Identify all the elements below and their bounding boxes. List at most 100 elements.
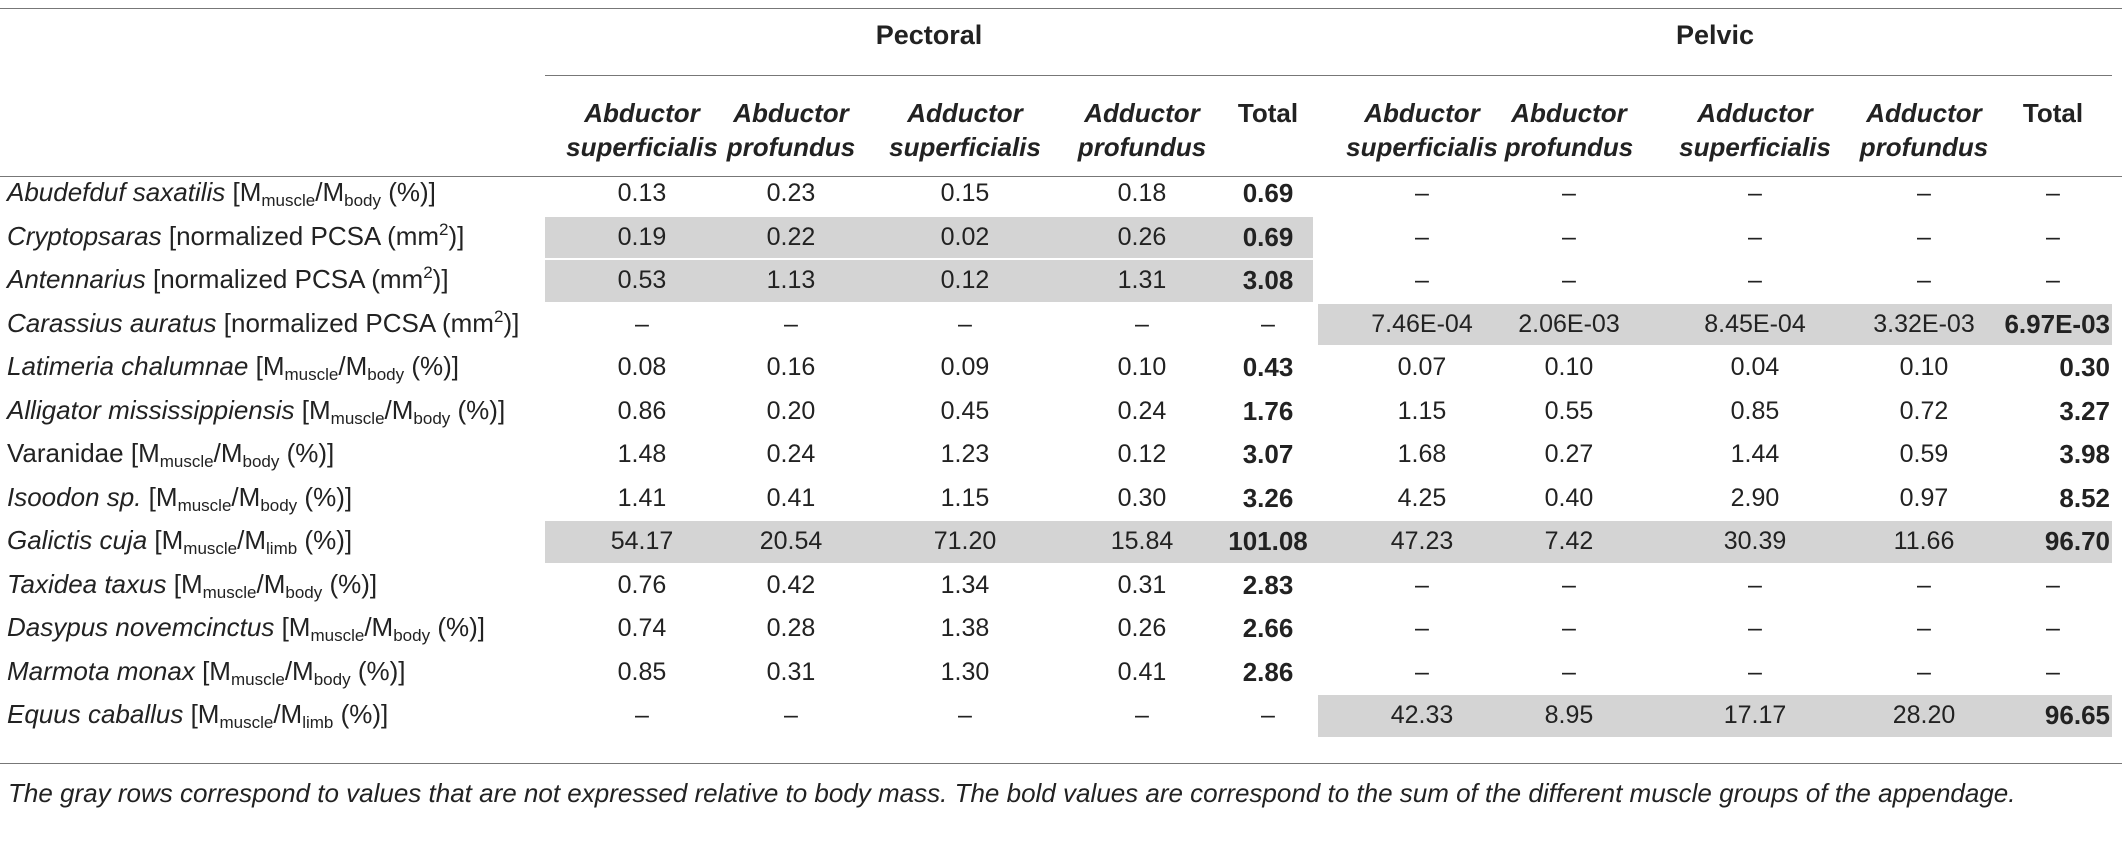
species-name: Alligator mississippiensis xyxy=(7,394,295,425)
unit-subscript: limb xyxy=(302,713,334,732)
table-cell: – xyxy=(958,309,972,338)
table-rule xyxy=(0,8,2122,9)
unit-subscript: body xyxy=(393,626,431,645)
column-header-line: Abductor xyxy=(584,98,700,128)
total-cell: 2.86 xyxy=(1242,656,1294,687)
unit-text: )] xyxy=(503,307,520,338)
table-cell: 0.26 xyxy=(1117,614,1167,642)
table-cell: 0.12 xyxy=(940,266,990,294)
unit-text: (%)] xyxy=(322,568,378,599)
unit-text: [M xyxy=(301,394,331,425)
total-cell: 0.69 xyxy=(1242,221,1294,252)
row-label: Cryptopsaras [normalized PCSA (mm2)] xyxy=(7,221,464,251)
table-cell: 1.30 xyxy=(940,657,990,686)
total-cell: 2.83 xyxy=(1242,569,1294,600)
table-cell: 0.18 xyxy=(1117,179,1167,207)
taxon-name: Varanidae xyxy=(7,438,124,468)
species-name: Latimeria chalumnae xyxy=(7,351,249,381)
unit-subscript: body xyxy=(242,452,280,471)
unit-subscript: body xyxy=(313,669,351,689)
table-cell: 0.42 xyxy=(766,570,816,599)
table-cell: 0.23 xyxy=(766,179,816,207)
unit-text: /M xyxy=(256,568,286,599)
column-header-line: profundus xyxy=(1504,132,1634,162)
unit-subscript: muscle xyxy=(183,539,238,558)
table-cell: 0.59 xyxy=(1899,440,1949,468)
unit-text: (%)] xyxy=(297,525,353,555)
table-cell: – xyxy=(2046,179,2060,207)
row-label: Antennarius [normalized PCSA (mm2)] xyxy=(7,264,449,294)
unit-subscript: body xyxy=(344,191,381,210)
table-cell: – xyxy=(1917,570,1931,599)
row-label: Latimeria chalumnae [Mmuscle/Mbody (%)] xyxy=(7,351,459,384)
table-cell: 2.90 xyxy=(1730,483,1780,512)
table-cell: – xyxy=(1415,222,1429,251)
table-cell: – xyxy=(1917,657,1931,686)
row-label: Carassius auratus [normalized PCSA (mm2)… xyxy=(7,308,519,338)
table-cell: 1.23 xyxy=(940,440,990,468)
table-cell: – xyxy=(1415,657,1429,686)
total-cell: 8.52 xyxy=(2059,482,2110,513)
total-cell: 6.97E-03 xyxy=(2004,308,2110,339)
table-cell: 0.10 xyxy=(1544,353,1594,381)
table-cell: 30.39 xyxy=(1723,527,1787,555)
table-cell: 1.68 xyxy=(1397,440,1447,468)
row-label: Varanidae [Mmuscle/Mbody (%)] xyxy=(7,438,334,471)
unit-text: (%)] xyxy=(350,655,406,686)
species-name: Galictis cuja xyxy=(7,525,148,555)
column-header-line: Total xyxy=(1237,98,1299,128)
table-cell: 0.16 xyxy=(766,353,816,381)
table-cell: – xyxy=(1748,657,1762,686)
table-cell: 15.84 xyxy=(1110,527,1174,555)
total-cell: 3.98 xyxy=(2059,439,2110,469)
column-header-line: profundus xyxy=(726,132,856,162)
species-name: Carassius auratus xyxy=(7,307,217,338)
species-name: Abudefduf saxatilis xyxy=(7,177,226,207)
table-cell: 1.31 xyxy=(1117,266,1167,294)
table-cell: – xyxy=(1261,309,1275,338)
table-cell: 0.31 xyxy=(766,657,816,686)
column-header-line: Adductor xyxy=(907,98,1023,128)
species-name: Equus caballus xyxy=(7,699,184,729)
row-label: Marmota monax [Mmuscle/Mbody (%)] xyxy=(7,655,406,689)
column-group-header: Pectoral xyxy=(875,20,983,50)
unit-subscript: body xyxy=(367,365,405,384)
column-header-line: Abductor xyxy=(1364,98,1480,128)
row-label: Alligator mississippiensis [Mmuscle/Mbod… xyxy=(7,394,506,427)
unit-superscript: 2 xyxy=(439,219,449,239)
column-header: Adductor superficialis xyxy=(1660,96,1850,164)
total-cell: 96.65 xyxy=(2044,700,2110,730)
row-label: Galictis cuja [Mmuscle/Mlimb (%)] xyxy=(7,525,353,558)
table-cell: 0.08 xyxy=(617,353,667,381)
table-cell: 1.13 xyxy=(766,266,816,294)
table-cell: 0.45 xyxy=(940,396,990,425)
total-cell: 0.69 xyxy=(1242,178,1294,208)
table-cell: 1.41 xyxy=(617,483,667,512)
column-group-header: Pelvic xyxy=(1675,20,1755,50)
table-cell: 0.22 xyxy=(766,222,816,251)
unit-text: /M xyxy=(384,394,414,425)
table-cell: 28.20 xyxy=(1892,701,1956,729)
table-cell: 0.13 xyxy=(617,179,667,207)
table-cell: 0.20 xyxy=(766,396,816,425)
unit-subscript: body xyxy=(260,495,298,515)
table-cell: 1.34 xyxy=(940,570,990,599)
total-cell: 3.26 xyxy=(1242,482,1294,513)
species-name: Dasypus novemcinctus xyxy=(7,612,275,642)
total-cell: 2.66 xyxy=(1242,613,1294,643)
unit-text: /M xyxy=(315,177,345,207)
table-cell: – xyxy=(1917,222,1931,251)
total-cell: 101.08 xyxy=(1228,526,1308,556)
unit-text: (%)] xyxy=(450,394,506,425)
table-cell: 0.53 xyxy=(617,266,667,294)
row-label: Equus caballus [Mmuscle/Mlimb (%)] xyxy=(7,699,388,732)
unit-text: /M xyxy=(284,655,314,686)
table-cell: 0.74 xyxy=(617,614,667,642)
table-cell: – xyxy=(2046,222,2060,251)
row-label: Isoodon sp. [Mmuscle/Mbody (%)] xyxy=(7,482,352,515)
column-header: Adductor superficialis xyxy=(870,96,1060,164)
row-label: Abudefduf saxatilis [Mmuscle/Mbody (%)] xyxy=(7,177,436,210)
total-cell: 3.07 xyxy=(1242,439,1294,469)
table-cell: – xyxy=(1135,309,1149,338)
unit-subscript: muscle xyxy=(177,495,232,515)
